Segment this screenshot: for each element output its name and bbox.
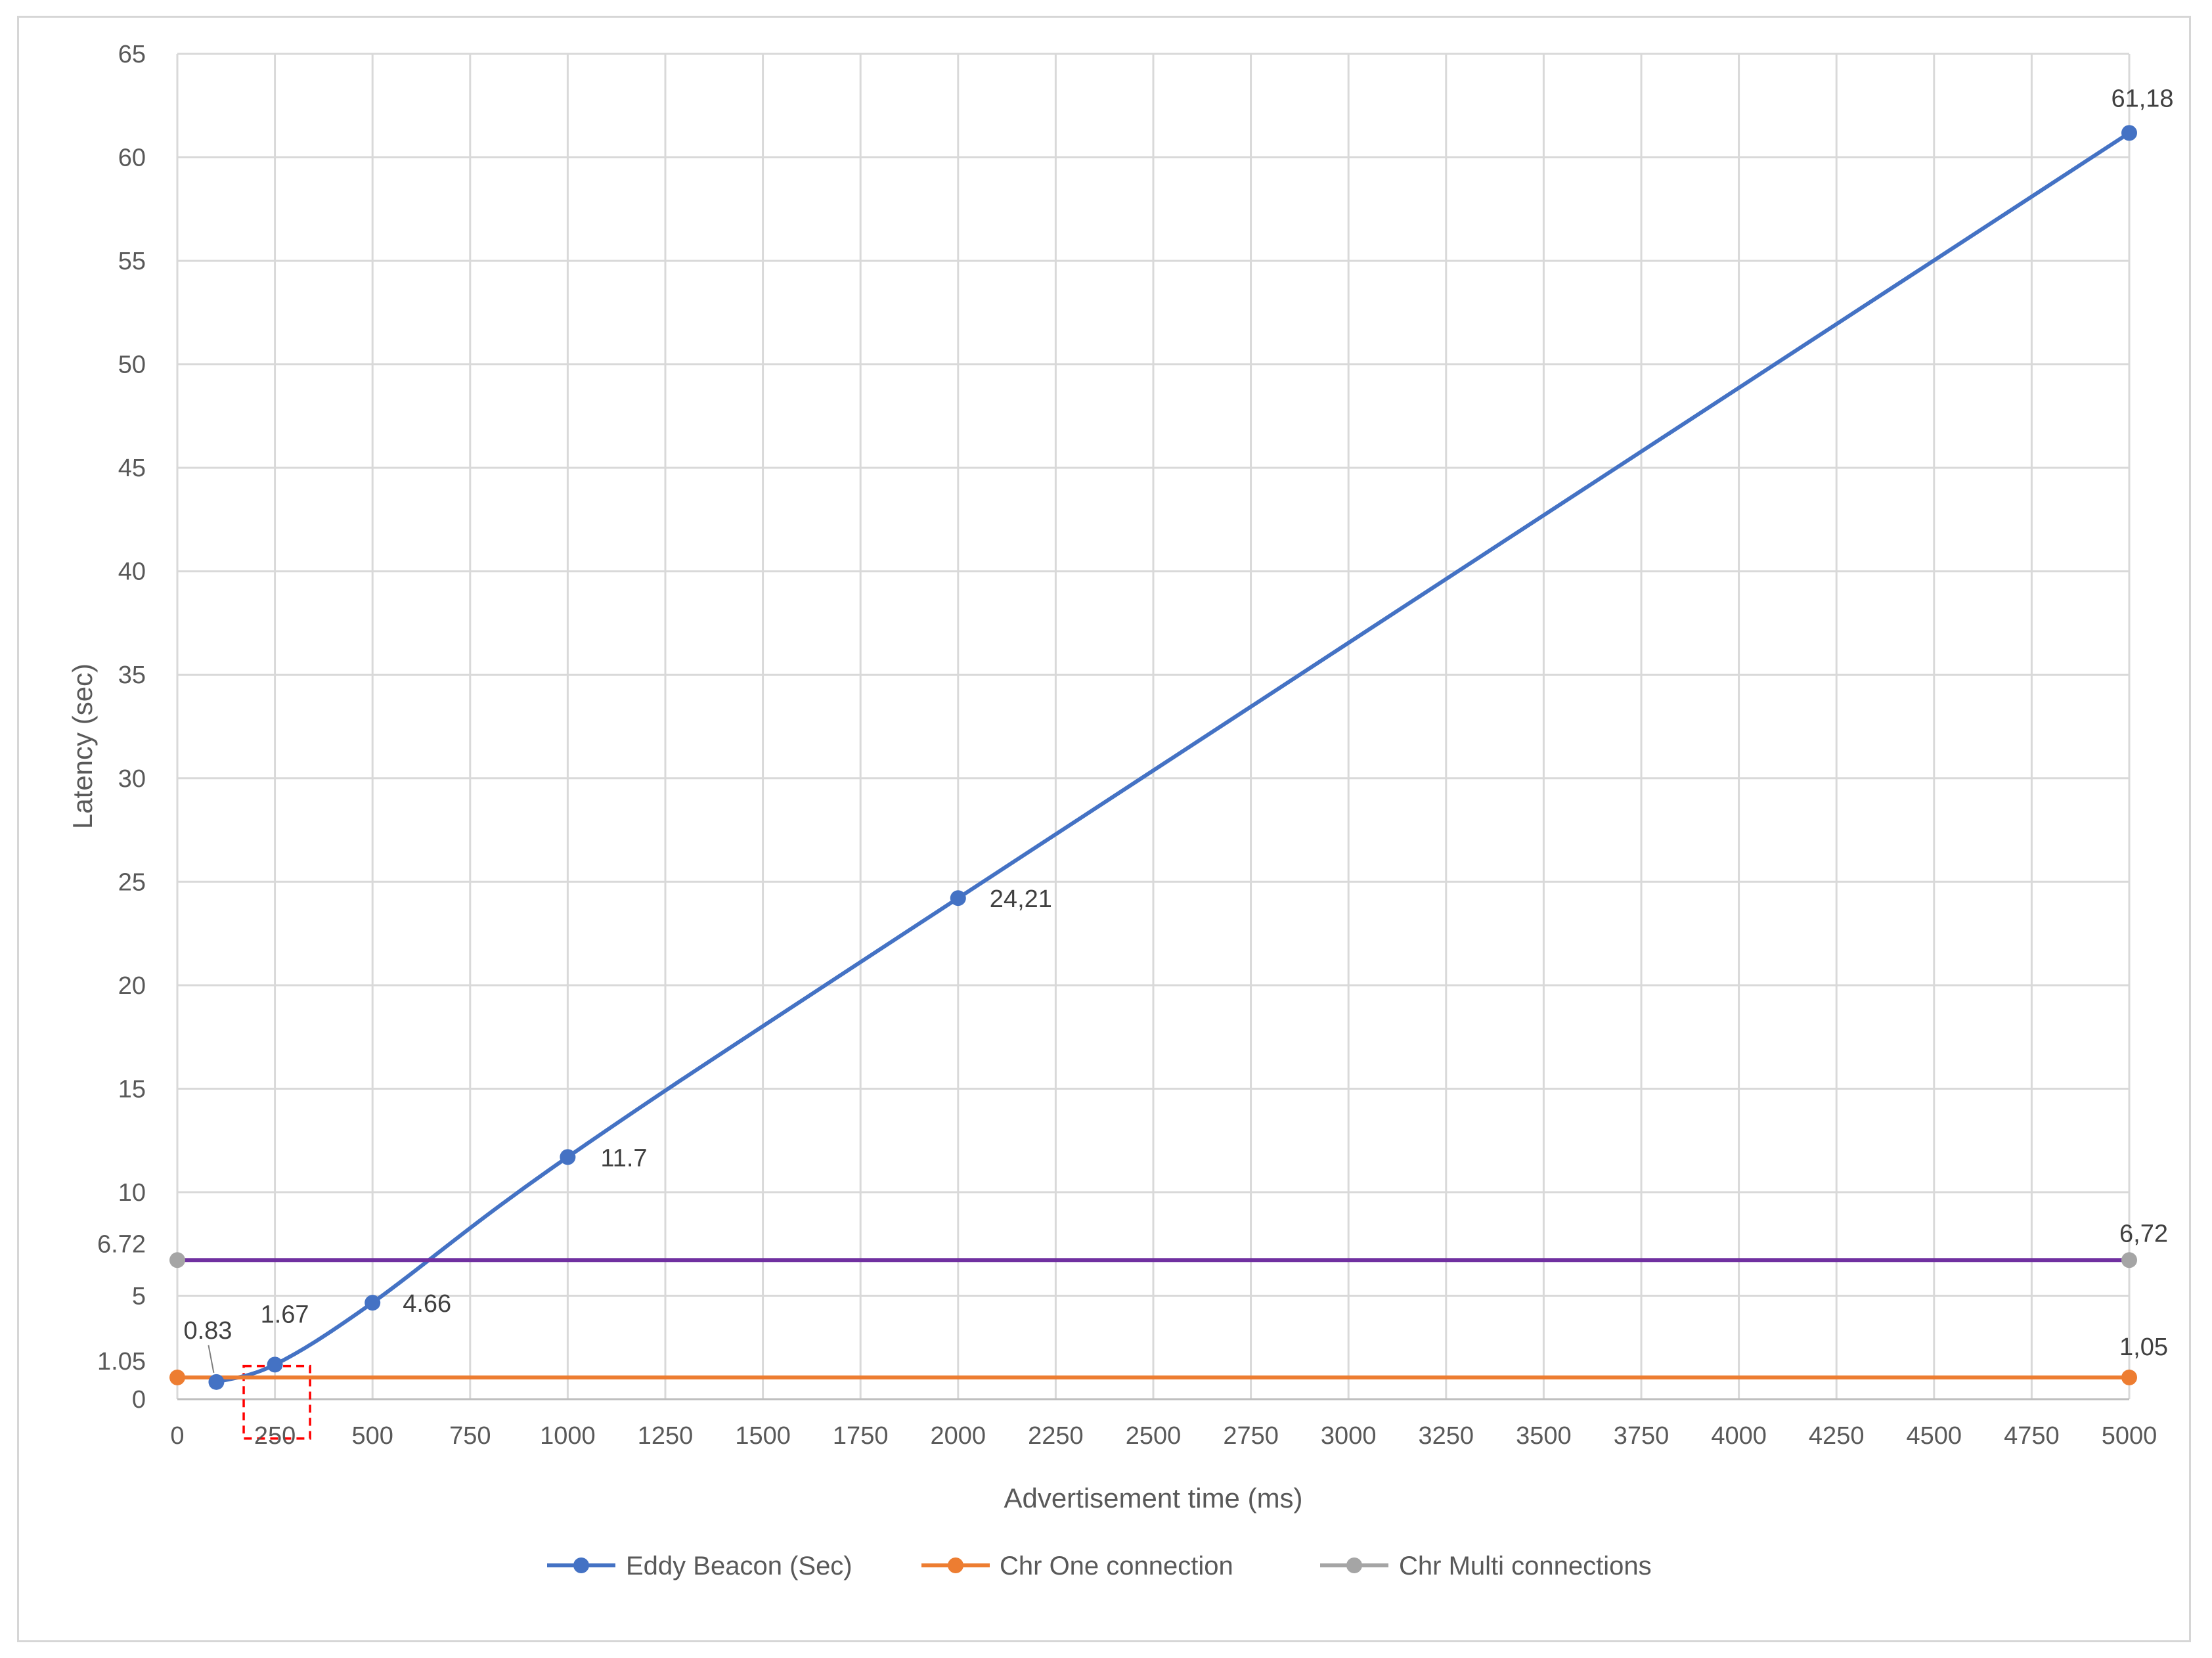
y-tick-label: 5 [132,1282,146,1310]
y-axis-title: Latency (sec) [67,663,98,829]
series-lines [177,131,2131,1384]
y-tick-label: 60 [118,145,146,172]
data-point [208,1374,225,1390]
x-tick-label: 4750 [2004,1422,2060,1450]
legend-item: Chr Multi connections [1320,1552,1652,1580]
data-label: 1.67 [261,1301,309,1328]
legend-label: Chr One connection [1000,1552,1233,1580]
y-tick-label: 45 [118,455,146,482]
data-point [169,1369,185,1385]
y-tick-label: 30 [118,765,146,793]
data-point [267,1356,283,1373]
x-tick-label: 4250 [1809,1422,1865,1450]
data-label: 61,18 [2111,85,2173,112]
y-tick-label: 55 [118,248,146,275]
x-tick-label: 2000 [931,1422,986,1450]
x-axis-title: Advertisement time (ms) [1004,1483,1302,1513]
x-tick-label: 2250 [1028,1422,1084,1450]
legend-swatch-marker [948,1557,963,1573]
x-tick-labels: 0 250 500 750 1000 1250 1500 1750 2000 2250 2500 27… [170,1422,2157,1450]
y-tick-label: 15 [118,1075,146,1103]
y-tick-label: 20 [118,972,146,1000]
x-tick-label: 1250 [638,1422,694,1450]
x-tick-label: 0 [170,1422,184,1450]
x-tick-label: 4500 [1907,1422,1962,1450]
legend: Eddy Beacon (Sec) Chr One connection Chr M… [547,1552,1652,1580]
data-point [560,1149,576,1165]
data-point [2121,1252,2137,1268]
legend-swatch-marker [573,1557,589,1573]
x-tick-label: 3750 [1614,1422,1670,1450]
x-tick-label: 500 [351,1422,393,1450]
x-tick-label: 1500 [735,1422,791,1450]
y-tick-label-extra: 6.72 [97,1230,146,1258]
y-tick-label: 10 [118,1179,146,1207]
x-tick-label: 3500 [1516,1422,1572,1450]
x-tick-label: 3000 [1321,1422,1377,1450]
x-tick-label: 5000 [2102,1422,2157,1450]
data-label: 6,72 [2119,1220,2168,1247]
y-tick-label: 40 [118,558,146,586]
x-tick-label: 250 [254,1422,296,1450]
y-tick-label-extra: 1.05 [97,1348,146,1376]
legend-item: Chr One connection [921,1552,1233,1580]
series-line-0 [215,131,2131,1384]
data-point [169,1252,185,1268]
x-tick-label: 3250 [1419,1422,1474,1450]
legend-item: Eddy Beacon (Sec) [547,1552,852,1580]
data-label: 1,05 [2119,1333,2168,1361]
data-point [950,890,966,907]
y-tick-labels: 0 5 10 15 20 25 30 35 40 45 50 55 60 65 1.05 6.72 [97,41,146,1414]
x-tick-label: 750 [449,1422,491,1450]
data-point [2121,125,2137,141]
legend-label: Chr Multi connections [1399,1552,1652,1580]
y-tick-label: 25 [118,868,146,896]
data-label: 11.7 [600,1144,647,1172]
legend-swatch-marker [1346,1557,1362,1573]
y-tick-label: 50 [118,351,146,379]
data-point [2121,1369,2137,1385]
y-tick-label: 0 [132,1386,146,1414]
grid [176,53,2131,1400]
x-tick-label: 2500 [1126,1422,1182,1450]
y-tick-label: 35 [118,661,146,689]
data-label: 24,21 [990,885,1052,913]
series-points [169,125,2137,1390]
data-point [365,1295,381,1311]
legend-label: Eddy Beacon (Sec) [626,1552,852,1580]
x-tick-label: 2750 [1223,1422,1279,1450]
x-tick-label: 1750 [833,1422,889,1450]
chart-frame [17,16,2191,1642]
data-label: 4.66 [403,1290,451,1318]
data-label: 0.83 [183,1317,232,1345]
label-leader-line [208,1345,215,1374]
data-labels: 0.83 1.67 4.66 11.7 24,21 61,18 1,05 6,72 [183,85,2174,1374]
x-tick-label: 1000 [540,1422,596,1450]
y-tick-label: 65 [118,41,146,68]
x-tick-label: 4000 [1711,1422,1767,1450]
